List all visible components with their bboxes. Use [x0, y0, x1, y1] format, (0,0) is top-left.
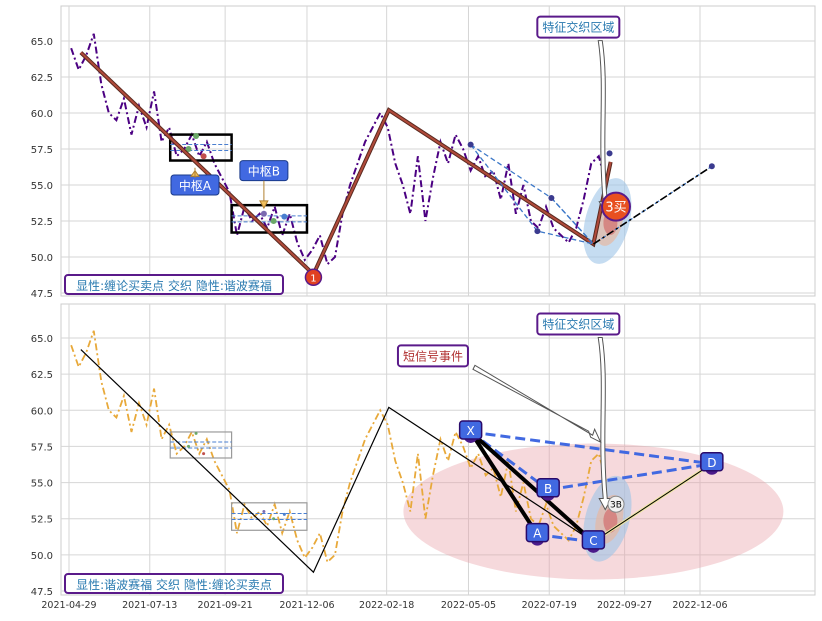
bottom-feature-label-box [536, 312, 621, 336]
top-marker-point [534, 228, 541, 235]
top-ytick-label: 47.5 [31, 289, 53, 300]
pivot-label: 中枢A [179, 178, 212, 193]
xtick-label: 2022-09-27 [597, 600, 652, 611]
top-pattern-dashed-line-3 [550, 165, 713, 245]
top-zigzag-line [80, 51, 612, 276]
bottom-ytick-label: 55.0 [31, 479, 53, 490]
top-marker-point [467, 141, 474, 148]
pattern-label-box [581, 530, 606, 550]
top-pivot-segment-mark [260, 210, 267, 217]
top-ytick-label: 57.5 [31, 145, 53, 156]
short-signal-arrow [472, 364, 602, 444]
top-legend-text: 显性:缠论买卖点 交织 隐性:谐波赛福 [76, 278, 272, 293]
top-legend: 显性:缠论买卖点 交织 隐性:谐波赛福 [64, 274, 284, 295]
pattern-label-box [700, 452, 724, 472]
pattern-label-box [525, 522, 550, 543]
buy-point-3-marker [601, 191, 632, 222]
pattern-label-b: B [536, 478, 560, 498]
top-pivot-segment-mark [281, 213, 288, 220]
pattern-label-text: B [544, 482, 552, 496]
pattern-label-c: C [581, 530, 606, 550]
xtick-label: 2022-05-05 [441, 600, 496, 611]
bottom-ytick-label: 47.5 [31, 587, 53, 598]
top-ytick-label: 55.0 [31, 181, 53, 192]
top-marker-point [548, 194, 555, 201]
top-pivot-segment-mark [193, 133, 200, 140]
pattern-leg-CD-core [593, 463, 713, 543]
top-ytick-label: 50.0 [31, 253, 53, 264]
xtick-label: 2022-02-18 [359, 600, 414, 611]
buy-point-3b-label: 3B [610, 500, 622, 510]
bottom-legend-box [64, 573, 284, 594]
top-legend-box [64, 274, 284, 295]
bottom-ytick-label: 65.0 [31, 334, 53, 345]
bottom-ytick-label: 52.5 [31, 515, 53, 526]
top-pivot-segment-mark [185, 146, 192, 152]
short-signal-label-box [396, 344, 469, 368]
bottom-pivot-segment-mark [272, 517, 276, 521]
buy-point-3-label: 3买 [605, 201, 626, 216]
pattern-label-text: C [589, 534, 597, 548]
top-price-line [70, 33, 608, 267]
top-ytick-label: 60.0 [31, 109, 53, 120]
bottom-ytick-label: 50.0 [31, 551, 53, 562]
top-ytick-label: 62.5 [31, 73, 53, 84]
top-pivot-segment-mark [200, 153, 207, 160]
pattern-label-a: A [525, 522, 550, 543]
top-marker-point [708, 163, 715, 170]
short-signal-label: 短信号事件 [403, 349, 463, 363]
xtick-label: 2021-12-06 [279, 600, 334, 611]
xtick-label: 2022-12-06 [672, 600, 727, 611]
top-pivot-box-1 [168, 133, 233, 162]
top-pattern-dashed-line-1 [470, 144, 594, 245]
xtick-label: 2022-07-19 [522, 600, 577, 611]
xtick-label: 2021-07-13 [122, 600, 177, 611]
pattern-label-d: D [700, 452, 724, 472]
pattern-label-text: D [707, 456, 716, 470]
bottom-pivot-segment-mark [282, 512, 286, 516]
xtick-label: 2021-09-21 [198, 600, 253, 611]
pivot-label-box [239, 160, 289, 182]
top-feature-label: 特征交织区域 [542, 20, 614, 35]
top-feature-label-box [536, 15, 621, 39]
bottom-pivot-segment-mark [262, 509, 266, 513]
pattern-label-box [458, 420, 483, 440]
pattern-label-text: A [533, 527, 542, 541]
buy-point-3b-marker [607, 495, 625, 513]
pattern-dash-XD [470, 430, 713, 466]
pivot-b-arrow-head [259, 200, 269, 210]
pattern-leg-XA [468, 430, 540, 536]
top-pivot-segment-mark [270, 218, 277, 224]
buy-point-1-marker [304, 268, 323, 287]
bottom-pivot-box-1 [169, 431, 233, 459]
pivot-label: 中枢B [248, 164, 280, 179]
pivot-a-arrow [190, 167, 200, 178]
top-ytick-label: 52.5 [31, 217, 53, 228]
bottom-ytick-label: 62.5 [31, 370, 53, 381]
bottom-legend: 显性:谐波赛福 交织 隐性:缠论买卖点 [64, 573, 284, 594]
pattern-dash-BD [547, 462, 713, 492]
bottom-feature-arrow [597, 337, 613, 511]
pattern-label-x: X [458, 420, 483, 440]
bottom-pivot-segment-mark [194, 431, 198, 435]
top-dashdot-line [592, 165, 713, 245]
pattern-label-box [536, 478, 560, 498]
pattern-label-text: X [467, 424, 475, 438]
bottom-legend-text: 显性:谐波赛福 交织 隐性:缠论买卖点 [76, 577, 272, 592]
xtick-label: 2021-04-29 [41, 600, 96, 611]
pattern-leg-XC [469, 430, 595, 544]
buy-point-1-label: 1 [310, 273, 316, 284]
bottom-feature-label: 特征交织区域 [542, 317, 614, 332]
bottom-ytick-label: 57.5 [31, 442, 53, 453]
top-marker-point [606, 150, 613, 157]
bottom-pivot-segment-mark [202, 452, 206, 456]
bottom-ytick-label: 60.0 [31, 406, 53, 417]
bottom-pivot-segment-mark [187, 444, 191, 448]
top-ytick-label: 65.0 [31, 37, 53, 48]
